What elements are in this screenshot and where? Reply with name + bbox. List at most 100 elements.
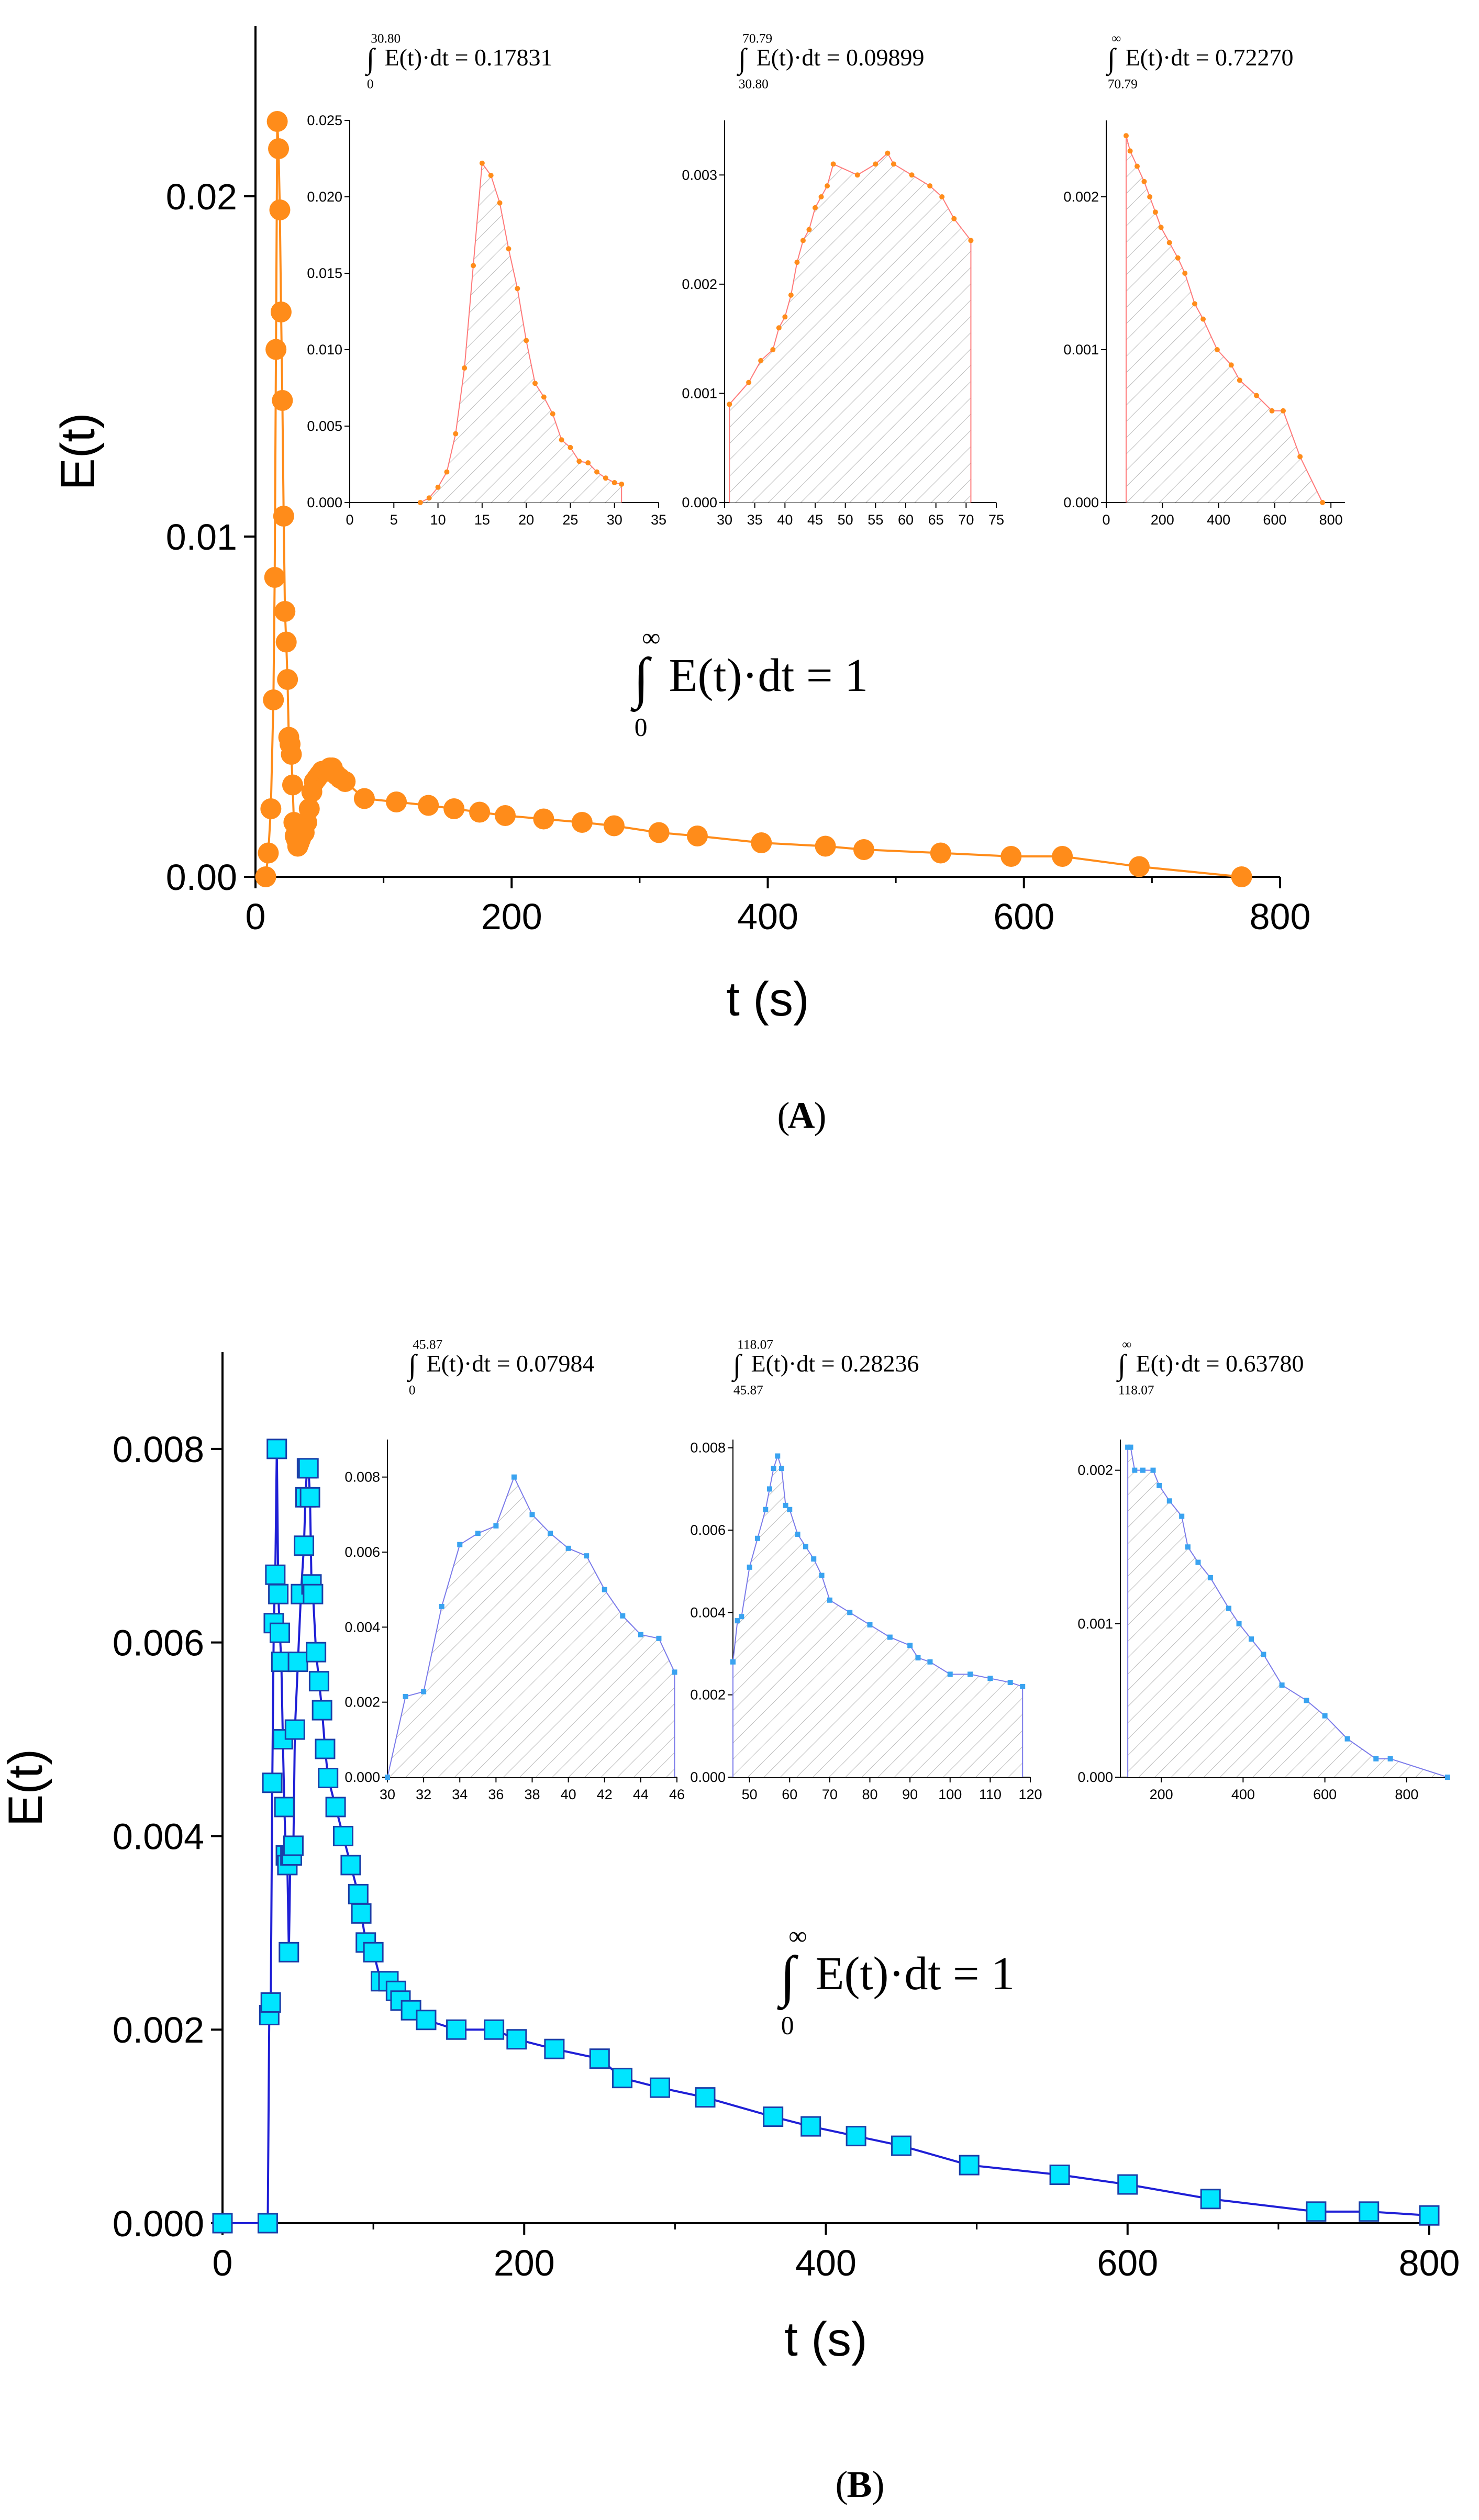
panel-b-x-tick-label: 400 (795, 2243, 857, 2283)
panel-b-inset-2-point (787, 1507, 793, 1512)
panel-b-inset-1-point (385, 1775, 390, 1780)
panel-a-data-point (469, 801, 491, 823)
panel-b-inset-3-y-tick-label: 0.000 (1077, 1769, 1113, 1785)
panel-b-inset-3-integral-sign: ∫ (1116, 1349, 1127, 1382)
panel-b-inset-3-point (1344, 1736, 1350, 1742)
panel-b-inset-3-expression: E(t)·dt = 0.63780 (1136, 1350, 1304, 1377)
panel-a-data-point (1128, 856, 1150, 877)
panel-b-inset-2-x-tick-label: 120 (1018, 1787, 1042, 1802)
panel-b-inset-2-hatched-area (733, 1456, 1023, 1777)
panel-a-inset-3-hatched-area (1126, 136, 1323, 503)
panel-a-inset-2-point (854, 172, 860, 178)
panel-b-x-tick-label: 800 (1399, 2243, 1460, 2283)
panel-b-inset-3-point (1236, 1621, 1242, 1626)
panel-b-data-point (1306, 2201, 1327, 2222)
panel-a-inset-3-point (1280, 408, 1286, 414)
panel-b-data-point (308, 1671, 329, 1692)
panel-a-inset-1-hatched-area (420, 163, 622, 503)
panel-a-inset-1-point (619, 481, 625, 487)
panel-b-x-axis-label: t (s) (784, 2313, 867, 2366)
panel-b-inset-2-y-tick-label: 0.000 (690, 1769, 726, 1785)
panel-b-inset-3-y-tick-label: 0.002 (1077, 1463, 1113, 1478)
panel-a-inset-1-y-tick-label: 0.025 (307, 113, 342, 128)
panel-b-inset-2-point (1020, 1683, 1026, 1689)
panel-b-data-point (260, 1992, 281, 2013)
panel-b-inset-1-point (439, 1603, 444, 1609)
panel-a-inset-3-x-tick-label: 600 (1263, 512, 1286, 528)
panel-b-data-point (312, 1700, 332, 1721)
panel-a-inset-2-x-tick-label: 60 (898, 512, 914, 528)
panel-b-inset-2-point (819, 1573, 825, 1578)
panel-b-inset-2-point (811, 1556, 817, 1562)
panel-a-data-point (386, 791, 407, 812)
panel-b-inset-3-point (1185, 1544, 1191, 1550)
panel-a-inset-2-point (951, 216, 957, 221)
panel-a-data-point (1231, 866, 1252, 887)
panel-a-data-point (270, 302, 292, 322)
panel-b-inset-1-point (421, 1689, 427, 1694)
panel-a-data-point (571, 812, 593, 833)
panel-b-inset-1-lower-limit: 0 (409, 1383, 416, 1398)
panel-b-inset-2-series-line (732, 1454, 1023, 1687)
panel-a-inset-2-point (830, 161, 836, 167)
panel-b-data-point (348, 1883, 369, 1904)
panel-a-x-tick-label: 800 (1250, 896, 1311, 937)
panel-a-data-point (533, 808, 554, 830)
panel-a-inset-1-integral-sign: ∫ (364, 43, 376, 76)
panel-b-data-point (306, 1642, 327, 1663)
panel-b-inset-1-point (638, 1632, 643, 1637)
panel-b-data-point (315, 1738, 336, 1759)
panel-b-inset-2-point (987, 1676, 993, 1681)
panel-a-inset-1-lower-limit: 0 (367, 77, 374, 92)
panel-a-inset-2-point (818, 194, 824, 199)
panel-a-inset-3-point (1192, 301, 1197, 307)
panel-b-data-point (446, 2019, 467, 2040)
panel-b-inset-2-point (766, 1486, 772, 1492)
panel-a-data-point (853, 839, 874, 860)
panel-b-data-point (262, 1772, 283, 1793)
panel-b-inset-1-point (620, 1613, 626, 1619)
panel-b-data-point (1200, 2189, 1221, 2210)
panel-b-inset-2-point (735, 1618, 740, 1624)
panel-b-inset-2-y-tick-label: 0.008 (690, 1440, 726, 1456)
panel-a-inset-2-lower-limit: 30.80 (739, 77, 769, 92)
panel-a-inset-1-point (603, 475, 608, 481)
panel-b-inset-2-point (907, 1643, 913, 1648)
panel-b-label-open: ( (836, 2463, 848, 2505)
panel-b-inset-3-series-line (1128, 1446, 1448, 1778)
panel-a-inset-2-point (873, 161, 878, 167)
panel-a-y-tick-label: 0.00 (166, 857, 237, 898)
panel-a-data-point (275, 631, 297, 653)
panel-a-inset-1-y-tick-label: 0.005 (307, 418, 342, 434)
panel-a-inset-3-point (1200, 316, 1206, 322)
panel-b-data-point (959, 2155, 980, 2176)
panel-b-y-tick-label: 0.000 (113, 2203, 204, 2244)
panel-a-inset-3-point (1147, 194, 1153, 199)
panel-b-inset-2-point (754, 1535, 760, 1541)
panel-a-label-close: ) (814, 1095, 827, 1136)
panel-b-inset-2-y-tick-label: 0.006 (690, 1522, 726, 1538)
panel-a-inset-3-point (1123, 133, 1129, 139)
panel-b-data-point (294, 1535, 315, 1556)
panel-a-inset-2-point (909, 172, 915, 178)
panel-b-data-point (340, 1855, 361, 1876)
panel-a-inset-1-point (462, 365, 468, 371)
panel-b-inset-2-point (775, 1453, 781, 1459)
panel-a-inset-1-point (585, 460, 591, 466)
panel-a-inset-1-x-tick-label: 10 (430, 512, 446, 528)
panel-a-inset-2-x-tick-label: 55 (868, 512, 883, 528)
panel-b-inset-2-point (968, 1671, 973, 1677)
panel-a-inset-1-point (426, 495, 432, 501)
panel-a-data-point (255, 866, 276, 887)
panel-b-inset-1-y-tick-label: 0.006 (344, 1544, 380, 1560)
panel-a-data-point (930, 842, 951, 864)
panel-b-inset-1-x-tick-label: 38 (524, 1787, 540, 1802)
panel-a-data-point (274, 601, 296, 622)
panel-b-inset-3-y-tick-label: 0.001 (1077, 1616, 1113, 1632)
panel-a-inset-3-integral-sign: ∫ (1105, 43, 1117, 76)
panel-b-data-point (283, 1835, 304, 1856)
panel-b-inset-3-point (1140, 1467, 1146, 1473)
panel-a-inset-1-point (506, 246, 511, 252)
panel-b-data-point (279, 1942, 299, 1963)
